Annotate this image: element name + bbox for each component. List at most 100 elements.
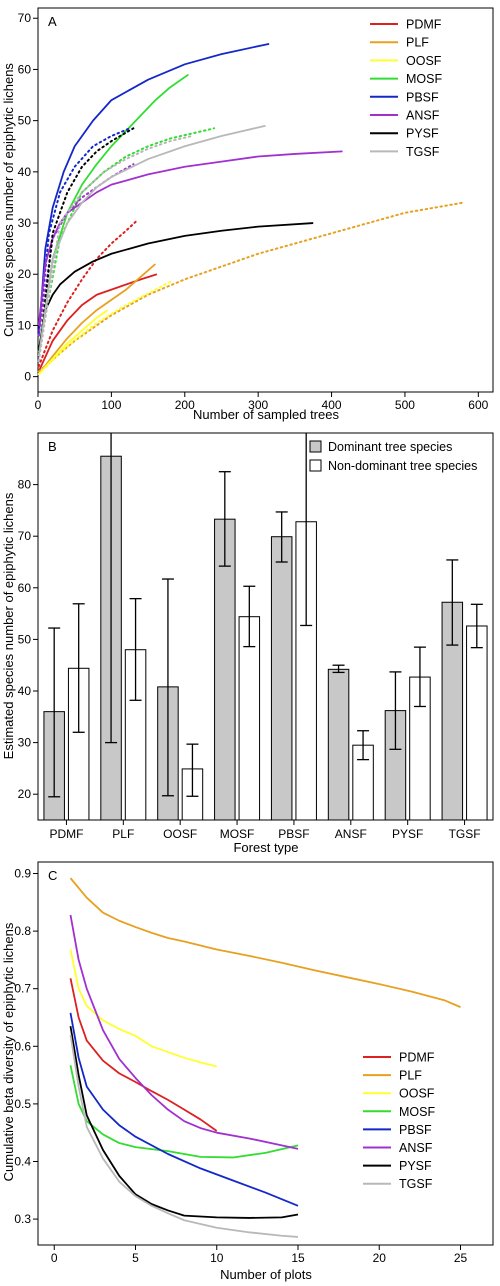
legend-label-pdmf: PDMF <box>399 1051 435 1065</box>
panel-b-xlabel: Forest type <box>233 840 298 855</box>
y-tick-label: 60 <box>18 62 32 76</box>
y-tick-label: 80 <box>18 478 32 492</box>
legend-label-pysf: PYSF <box>406 127 439 141</box>
panel-b-ticks: 20 30 40 50 60 70 80 PDMF PLF OOSF MOSF PBSF ANSF PYS… <box>18 478 481 841</box>
y-tick-label: 0.9 <box>14 867 31 881</box>
legend-label-oosf: OOSF <box>399 1087 435 1101</box>
panel-b-legend: Dominant tree species Non-dominant tree s… <box>309 440 477 473</box>
legend-label-oosf: OOSF <box>406 54 442 68</box>
series-ansf-line <box>37 150 343 326</box>
series-pysf-line <box>37 222 314 352</box>
panel-a-ylabel: Cumulative species number of epiphytic l… <box>1 63 16 337</box>
panel-c-xlabel: Number of plots <box>220 1267 312 1282</box>
legend-label-dominant-tree-species: Dominant tree species <box>328 440 452 454</box>
legend-label-mosf: MOSF <box>399 1105 435 1119</box>
y-tick-label: 40 <box>18 684 32 698</box>
panel-a-ticks: 0 100 200 300 400 500 600 0 10 20 30 40 50 60 70 <box>18 11 489 412</box>
series-ansf-line <box>69 914 299 1150</box>
y-tick-label: 40 <box>18 165 32 179</box>
y-tick-label: 0.4 <box>14 1154 31 1168</box>
legend-label-non-dominant-tree-species: Non-dominant tree species <box>328 459 477 473</box>
series-pysf-dotted-line <box>37 127 135 363</box>
panel-a-series <box>37 42 465 376</box>
x-tick-label: 20 <box>373 1251 387 1265</box>
panel-a-label: A <box>48 14 57 29</box>
y-tick-label: 0.7 <box>14 982 31 996</box>
x-tick-label-oosf: OOSF <box>163 827 197 841</box>
x-tick-label-plf: PLF <box>112 827 134 841</box>
panel-c-frame <box>37 861 494 1246</box>
panel-c-ticks: 0 5 10 15 20 25 0.3 0.4 0.5 0.6 0.7 0.8 0.9 <box>14 867 467 1265</box>
panel-c-label: C <box>48 868 57 883</box>
series-pbsf-dotted-line <box>37 127 131 337</box>
series-pdmf-dotted-line <box>37 219 139 368</box>
legend-label-plf: PLF <box>406 36 429 50</box>
series-pdmf-line <box>69 978 218 1132</box>
panel-c: C 0 5 10 15 20 25 0.3 0.4 0.5 0.6 0.7 0.8 0.9 PDMF PL… <box>1 861 494 1282</box>
x-tick-label: 0 <box>35 398 42 412</box>
series-pbsf-line <box>37 42 270 336</box>
panel-c-legend: PDMF PLF OOSF MOSF PBSF ANSF PYSF TGSF <box>363 1051 435 1191</box>
y-tick-label: 0.6 <box>14 1039 31 1053</box>
legend-label-pbsf: PBSF <box>406 90 439 104</box>
bar-ansf-dominant <box>327 668 350 821</box>
y-tick-label: 50 <box>18 114 32 128</box>
series-oosf-dotted-line <box>37 280 172 376</box>
series-mosf-dotted-line <box>37 127 216 353</box>
x-tick-label: 400 <box>322 398 342 412</box>
x-tick-label: 10 <box>210 1251 224 1265</box>
y-tick-label: 70 <box>18 529 32 543</box>
x-tick-label-tgsf: TGSF <box>449 827 481 841</box>
x-tick-label: 5 <box>132 1251 139 1265</box>
y-tick-label: 20 <box>18 267 32 281</box>
series-tgsf-line <box>69 1034 299 1238</box>
x-tick-label-mosf: MOSF <box>220 827 255 841</box>
legend-label-pbsf: PBSF <box>399 1123 432 1137</box>
legend-label-ansf: ANSF <box>406 109 440 123</box>
x-tick-label: 100 <box>101 398 121 412</box>
series-tgsf-line <box>37 124 266 357</box>
panel-a-xlabel: Number of sampled trees <box>193 407 339 422</box>
panel-c-ylabel: Cumulative beta diversity of epiphytic l… <box>1 922 16 1181</box>
legend-label-pdmf: PDMF <box>406 18 442 32</box>
legend-label-tgsf: TGSF <box>399 1177 433 1191</box>
x-tick-label: 500 <box>395 398 415 412</box>
panel-c-series <box>69 877 461 1238</box>
legend-swatch-non-dominant-tree-species <box>309 459 322 472</box>
panel-a: A 0 100 200 300 400 500 600 0 10 20 30 40 50 60 70 PDM… <box>1 7 494 422</box>
series-tgsf-dotted-line <box>37 135 194 363</box>
x-tick-label: 25 <box>454 1251 468 1265</box>
legend-label-tgsf: TGSF <box>406 145 440 159</box>
series-mosf-line <box>37 73 189 352</box>
y-tick-label: 10 <box>18 318 32 332</box>
legend-label-pysf: PYSF <box>399 1159 432 1173</box>
series-plf-dotted-line <box>37 201 465 373</box>
panel-b-frame <box>37 432 494 821</box>
series-oosf-line <box>38 309 109 375</box>
x-tick-label-ansf: ANSF <box>335 827 367 841</box>
panel-b: B 20 30 40 50 60 70 80 PDMF PLF OOSF MOSF PBSF ANSF P… <box>1 432 494 855</box>
y-tick-label: 30 <box>18 216 32 230</box>
y-tick-label: 0.3 <box>14 1212 31 1226</box>
series-pbsf-line <box>69 1012 299 1207</box>
bar-pbsf-dominant <box>270 536 293 821</box>
panel-b-label: B <box>48 439 57 454</box>
x-tick-label-pysf: PYSF <box>392 827 423 841</box>
x-tick-label: 200 <box>175 398 195 412</box>
series-pysf-line <box>69 1025 299 1219</box>
bar-tgsf-non-dominant <box>466 625 488 821</box>
series-oosf-line <box>69 949 217 1068</box>
legend-label-plf: PLF <box>399 1069 422 1083</box>
y-tick-label: 50 <box>18 632 32 646</box>
panel-a-frame <box>37 7 494 393</box>
legend-swatch-dominant-tree-species <box>309 440 322 453</box>
y-tick-label: 60 <box>18 581 32 595</box>
y-tick-label: 30 <box>18 736 32 750</box>
y-tick-label: 0 <box>24 370 31 384</box>
panel-a-legend: PDMF PLF OOSF MOSF PBSF ANSF PYSF TGSF <box>370 18 442 159</box>
series-plf-line <box>38 263 157 375</box>
x-tick-label-pbsf: PBSF <box>278 827 309 841</box>
y-tick-label: 70 <box>18 11 32 25</box>
series-plf-line <box>69 877 461 1008</box>
